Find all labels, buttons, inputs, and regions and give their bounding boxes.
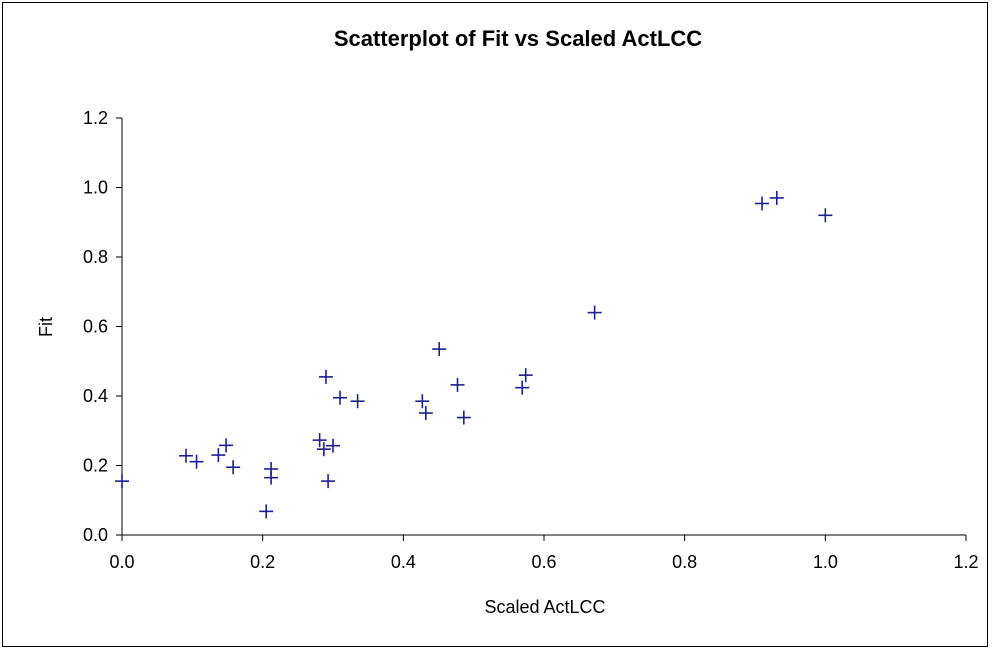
data-point — [321, 474, 336, 489]
data-point — [189, 454, 204, 469]
chart-title: Scatterplot of Fit vs Scaled ActLCC — [334, 26, 702, 51]
data-point — [264, 470, 279, 485]
data-point — [219, 438, 234, 453]
data-point — [818, 208, 833, 223]
x-tick-label: 0.6 — [531, 552, 556, 572]
data-point — [432, 342, 447, 357]
data-point — [259, 504, 274, 519]
y-tick-label: 0.6 — [83, 317, 108, 337]
data-point — [326, 438, 340, 453]
data-point — [450, 377, 465, 392]
data-point — [333, 390, 348, 405]
x-axis-title: Scaled ActLCC — [484, 597, 605, 617]
data-point — [755, 196, 770, 211]
data-point — [115, 474, 129, 489]
x-tick-label: 1.0 — [813, 552, 838, 572]
data-point — [350, 394, 365, 409]
y-tick-label: 0.0 — [83, 525, 108, 545]
y-tick-label: 0.8 — [83, 247, 108, 267]
x-tick-label: 0.8 — [672, 552, 697, 572]
data-point — [418, 406, 433, 421]
data-point — [518, 368, 533, 383]
y-tick-label: 0.2 — [83, 456, 108, 476]
x-tick-label: 1.2 — [953, 552, 978, 572]
data-point — [179, 448, 194, 463]
data-point — [587, 305, 602, 320]
x-tick-label: 0.2 — [250, 552, 275, 572]
data-point — [316, 442, 331, 457]
data-point — [318, 369, 333, 384]
data-point — [456, 410, 471, 425]
y-tick-label: 0.4 — [83, 386, 108, 406]
y-axis-title: Fit — [36, 317, 56, 337]
data-points — [115, 190, 833, 519]
data-point — [211, 448, 226, 463]
data-point — [515, 380, 530, 395]
y-tick-label: 1.0 — [83, 178, 108, 198]
axes — [121, 118, 966, 536]
x-tick-label: 0.4 — [391, 552, 416, 572]
data-point — [769, 190, 784, 205]
y-tick-label: 1.2 — [83, 108, 108, 128]
data-point — [312, 433, 327, 448]
tick-labels: 0.0 0.2 0.4 0.6 0.8 1.0 1.2 0.0 0.2 0.4 0.6 0.8 1.0 1… — [83, 108, 979, 572]
x-tick-label: 0.0 — [109, 552, 134, 572]
data-point — [226, 460, 241, 475]
data-point — [415, 394, 430, 409]
